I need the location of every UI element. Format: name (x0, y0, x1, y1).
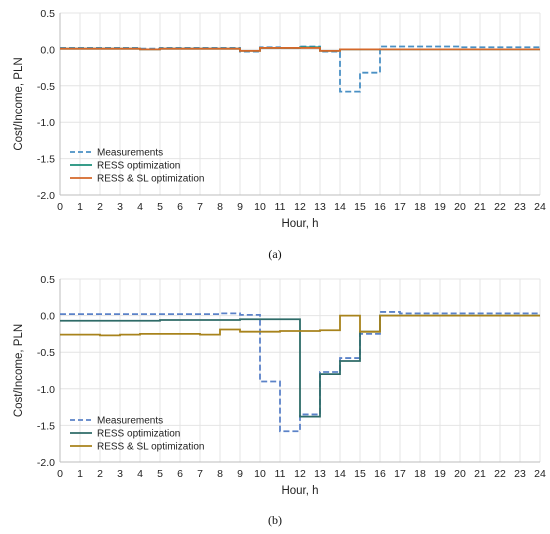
y-tick-label: -1.5 (37, 420, 55, 432)
y-tick-label: -1.5 (37, 154, 55, 166)
x-tick-label: 8 (217, 468, 223, 480)
x-tick-label: 22 (494, 201, 506, 213)
x-tick-label: 2 (97, 201, 103, 213)
x-tick-label: 4 (137, 201, 143, 213)
x-tick-label: 23 (514, 468, 526, 480)
x-tick-label: 14 (334, 468, 346, 480)
legend-label: RESS & SL optimization (97, 174, 204, 185)
x-tick-label: 22 (494, 468, 506, 480)
series-line-0 (60, 311, 540, 433)
y-tick-label: 0.0 (40, 44, 55, 56)
figure-caption: (b) (268, 513, 282, 527)
x-tick-label: 9 (237, 201, 243, 213)
x-axis-label: Hour, h (281, 485, 318, 497)
x-tick-label: 18 (414, 468, 426, 480)
legend-label: RESS & SL optimization (97, 442, 204, 453)
x-tick-label: 1 (77, 468, 83, 480)
series-group (60, 45, 540, 93)
x-tick-label: 10 (254, 468, 266, 480)
x-tick-label: 20 (454, 201, 466, 213)
x-tick-label: 14 (334, 201, 346, 213)
x-tick-label: 21 (474, 201, 486, 213)
y-tick-label: 0.5 (40, 274, 55, 286)
y-tick-label: 0.5 (40, 8, 55, 20)
y-tick-label: -2.0 (37, 457, 55, 469)
y-tick-label: -2.0 (37, 190, 55, 202)
x-tick-label: 19 (434, 468, 446, 480)
x-tick-label: 7 (197, 201, 203, 213)
x-tick-label: 13 (314, 468, 326, 480)
x-tick-label: 0 (57, 201, 63, 213)
y-tick-label: 0.0 (40, 311, 55, 323)
figure-caption: (a) (268, 247, 281, 261)
x-tick-label: 12 (294, 468, 306, 480)
x-tick-label: 5 (157, 468, 163, 480)
legend-label: RESS optimization (97, 429, 180, 440)
x-tick-label: 20 (454, 468, 466, 480)
x-tick-label: 17 (394, 201, 406, 213)
x-tick-label: 6 (177, 201, 183, 213)
x-tick-label: 17 (394, 468, 406, 480)
legend-label: RESS optimization (97, 161, 180, 172)
x-tick-label: 15 (354, 201, 366, 213)
x-tick-label: 18 (414, 201, 426, 213)
series-line-2 (60, 314, 540, 337)
x-tick-label: 0 (57, 468, 63, 480)
x-tick-label: 10 (254, 201, 266, 213)
chart-a: 0 1 2 3 4 5 6 7 8 9 10 11 12 13 14 15 16 17 18 19 20 21 22 23 24… (13, 8, 546, 261)
x-tick-label: 12 (294, 201, 306, 213)
x-tick-label: 3 (117, 468, 123, 480)
x-tick-label: 4 (137, 468, 143, 480)
x-tick-label: 5 (157, 201, 163, 213)
x-tick-label: 8 (217, 201, 223, 213)
y-axis-label: Cost/Income, PLN (13, 324, 25, 417)
x-tick-label: 13 (314, 201, 326, 213)
x-tick-label: 24 (534, 201, 546, 213)
legend-label: Measurements (97, 416, 163, 427)
x-tick-label: 3 (117, 201, 123, 213)
x-tick-label: 1 (77, 201, 83, 213)
x-axis-label: Hour, h (281, 218, 318, 230)
y-axis-label: Cost/Income, PLN (13, 57, 25, 150)
legend-label: Measurements (97, 148, 163, 159)
x-tick-label: 9 (237, 468, 243, 480)
y-tick-label: -1.0 (37, 117, 55, 129)
x-tick-label: 11 (275, 468, 286, 480)
x-tick-label: 15 (354, 468, 366, 480)
x-tick-label: 7 (197, 468, 203, 480)
x-tick-label: 6 (177, 468, 183, 480)
y-tick-label: -0.5 (37, 81, 55, 93)
series-line-2 (60, 47, 540, 52)
x-tick-label: 16 (374, 201, 386, 213)
y-tick-label: -0.5 (37, 347, 55, 359)
x-tick-label: 2 (97, 468, 103, 480)
y-tick-label: -1.0 (37, 384, 55, 396)
x-tick-label: 11 (275, 201, 286, 213)
x-tick-label: 23 (514, 201, 526, 213)
legend: Measurements RESS optimization RESS & SL o… (70, 416, 204, 453)
legend: Measurements RESS optimization RESS & SL o… (70, 148, 204, 185)
x-tick-label: 21 (474, 468, 486, 480)
x-tick-label: 16 (374, 468, 386, 480)
x-tick-label: 19 (434, 201, 446, 213)
chart-b: 0 1 2 3 4 5 6 7 8 9 10 11 12 13 14 15 16 17 18 19 20 21 22 23 24… (13, 274, 546, 527)
x-tick-label: 24 (534, 468, 546, 480)
series-group (60, 311, 540, 433)
